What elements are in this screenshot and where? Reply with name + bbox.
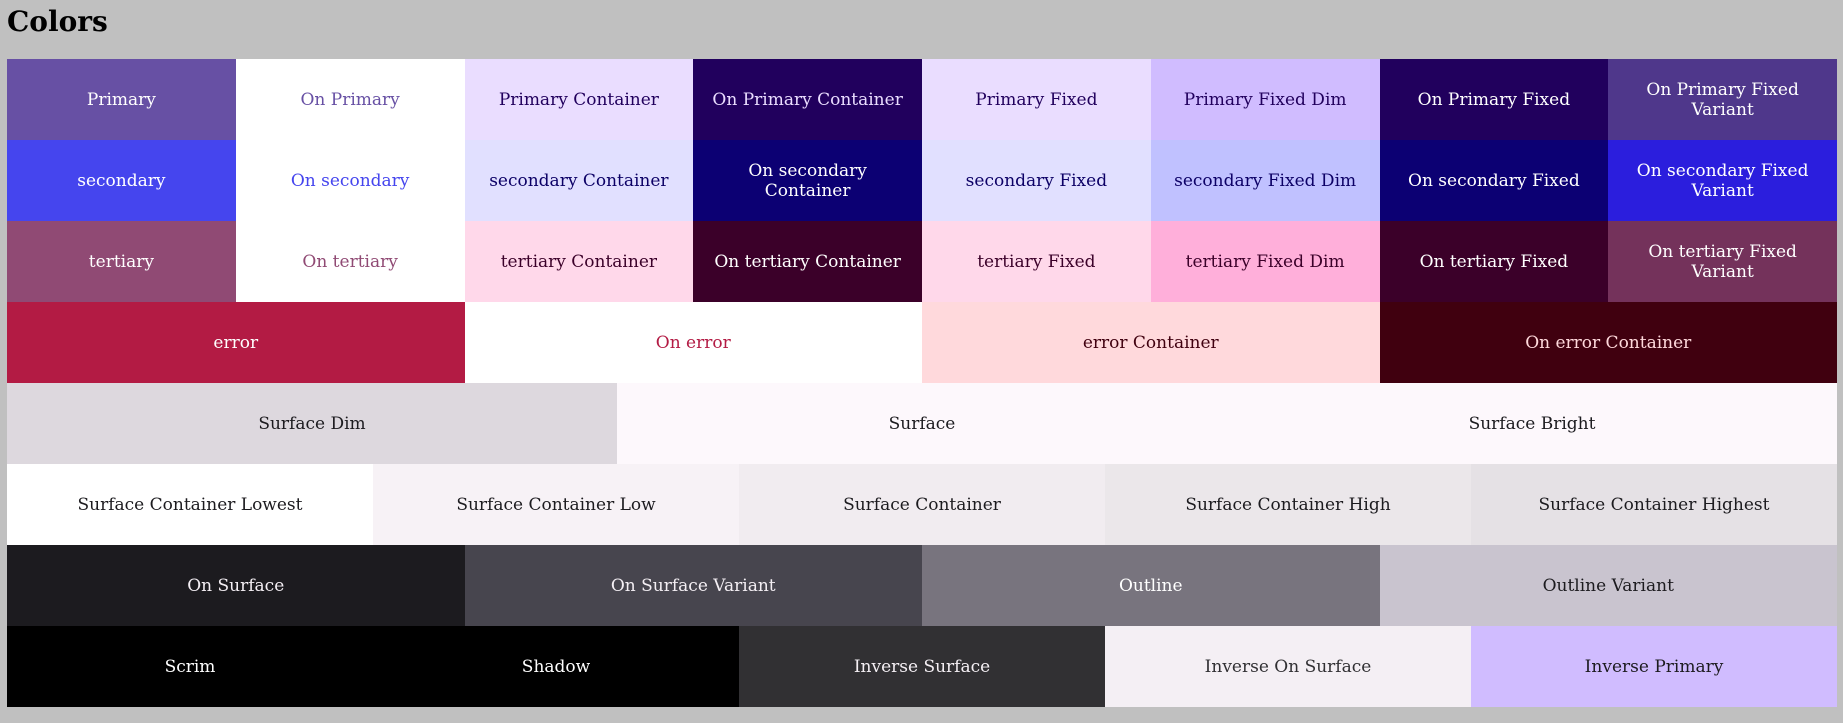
- swatch-error-container: error Container: [922, 302, 1380, 383]
- swatch-tertiary-container: tertiary Container: [464, 221, 694, 302]
- swatch-surface-dim: Surface Dim: [7, 383, 617, 464]
- swatch-surface-container-lowest: Surface Container Lowest: [7, 464, 373, 545]
- swatch-secondary: secondary: [7, 140, 236, 221]
- swatch-on-tertiary-fixed-variant: On tertiary Fixed Variant: [1608, 221, 1837, 302]
- swatch-primary-fixed: Primary Fixed: [922, 59, 1151, 140]
- swatch-secondary-fixed: secondary Fixed: [922, 140, 1151, 221]
- swatch-secondary-fixed-dim: secondary Fixed Dim: [1150, 140, 1380, 221]
- swatch-on-error-container: On error Container: [1379, 302, 1837, 383]
- primary-row: Primary On Primary Primary Container On Pri…: [7, 59, 1837, 140]
- swatch-on-primary-fixed: On Primary Fixed: [1379, 59, 1609, 140]
- swatch-on-primary-container: On Primary Container: [693, 59, 922, 140]
- surface-row: Surface Dim Surface Surface Bright: [7, 383, 1837, 464]
- swatch-surface: Surface: [617, 383, 1227, 464]
- swatch-on-surface-variant: On Surface Variant: [464, 545, 922, 626]
- swatch-outline-variant: Outline Variant: [1379, 545, 1837, 626]
- on-surface-row: On Surface On Surface Variant Outline Outli…: [7, 545, 1837, 626]
- swatch-inverse-on-surface: Inverse On Surface: [1105, 626, 1471, 707]
- inverse-row: Scrim Shadow Inverse Surface Inverse On Sur…: [7, 626, 1837, 707]
- swatch-shadow: Shadow: [373, 626, 739, 707]
- swatch-tertiary: tertiary: [7, 221, 236, 302]
- swatch-surface-container-highest: Surface Container Highest: [1471, 464, 1837, 545]
- swatch-on-secondary-container: On secondary Container: [693, 140, 922, 221]
- swatch-on-primary: On Primary: [235, 59, 465, 140]
- swatch-secondary-container: secondary Container: [464, 140, 694, 221]
- swatch-scrim: Scrim: [7, 626, 373, 707]
- swatch-primary-fixed-dim: Primary Fixed Dim: [1150, 59, 1380, 140]
- swatch-on-secondary: On secondary: [235, 140, 465, 221]
- swatch-inverse-primary: Inverse Primary: [1471, 626, 1837, 707]
- swatch-surface-container-low: Surface Container Low: [373, 464, 739, 545]
- tertiary-row: tertiary On tertiary tertiary Container On …: [7, 221, 1837, 302]
- swatch-on-secondary-fixed-variant: On secondary Fixed Variant: [1608, 140, 1837, 221]
- swatch-on-primary-fixed-variant: On Primary Fixed Variant: [1608, 59, 1837, 140]
- swatch-on-tertiary: On tertiary: [235, 221, 465, 302]
- swatch-on-surface: On Surface: [7, 545, 465, 626]
- surface-container-row: Surface Container Lowest Surface Containe…: [7, 464, 1837, 545]
- swatch-surface-container: Surface Container: [739, 464, 1105, 545]
- swatch-outline: Outline: [922, 545, 1380, 626]
- swatch-on-error: On error: [464, 302, 922, 383]
- swatch-surface-container-high: Surface Container High: [1105, 464, 1471, 545]
- swatch-tertiary-fixed: tertiary Fixed: [922, 221, 1151, 302]
- swatch-on-secondary-fixed: On secondary Fixed: [1379, 140, 1609, 221]
- swatch-on-tertiary-fixed: On tertiary Fixed: [1379, 221, 1609, 302]
- error-row: error On error error Container On error Con…: [7, 302, 1837, 383]
- secondary-row: secondary On secondary secondary Container…: [7, 140, 1837, 221]
- swatch-primary: Primary: [7, 59, 236, 140]
- swatch-on-tertiary-container: On tertiary Container: [693, 221, 922, 302]
- swatch-primary-container: Primary Container: [464, 59, 694, 140]
- page-title: Colors: [7, 5, 108, 38]
- swatch-tertiary-fixed-dim: tertiary Fixed Dim: [1150, 221, 1380, 302]
- swatch-surface-bright: Surface Bright: [1227, 383, 1837, 464]
- color-swatch-grid: Primary On Primary Primary Container On Pri…: [7, 59, 1837, 707]
- swatch-inverse-surface: Inverse Surface: [739, 626, 1105, 707]
- swatch-error: error: [7, 302, 465, 383]
